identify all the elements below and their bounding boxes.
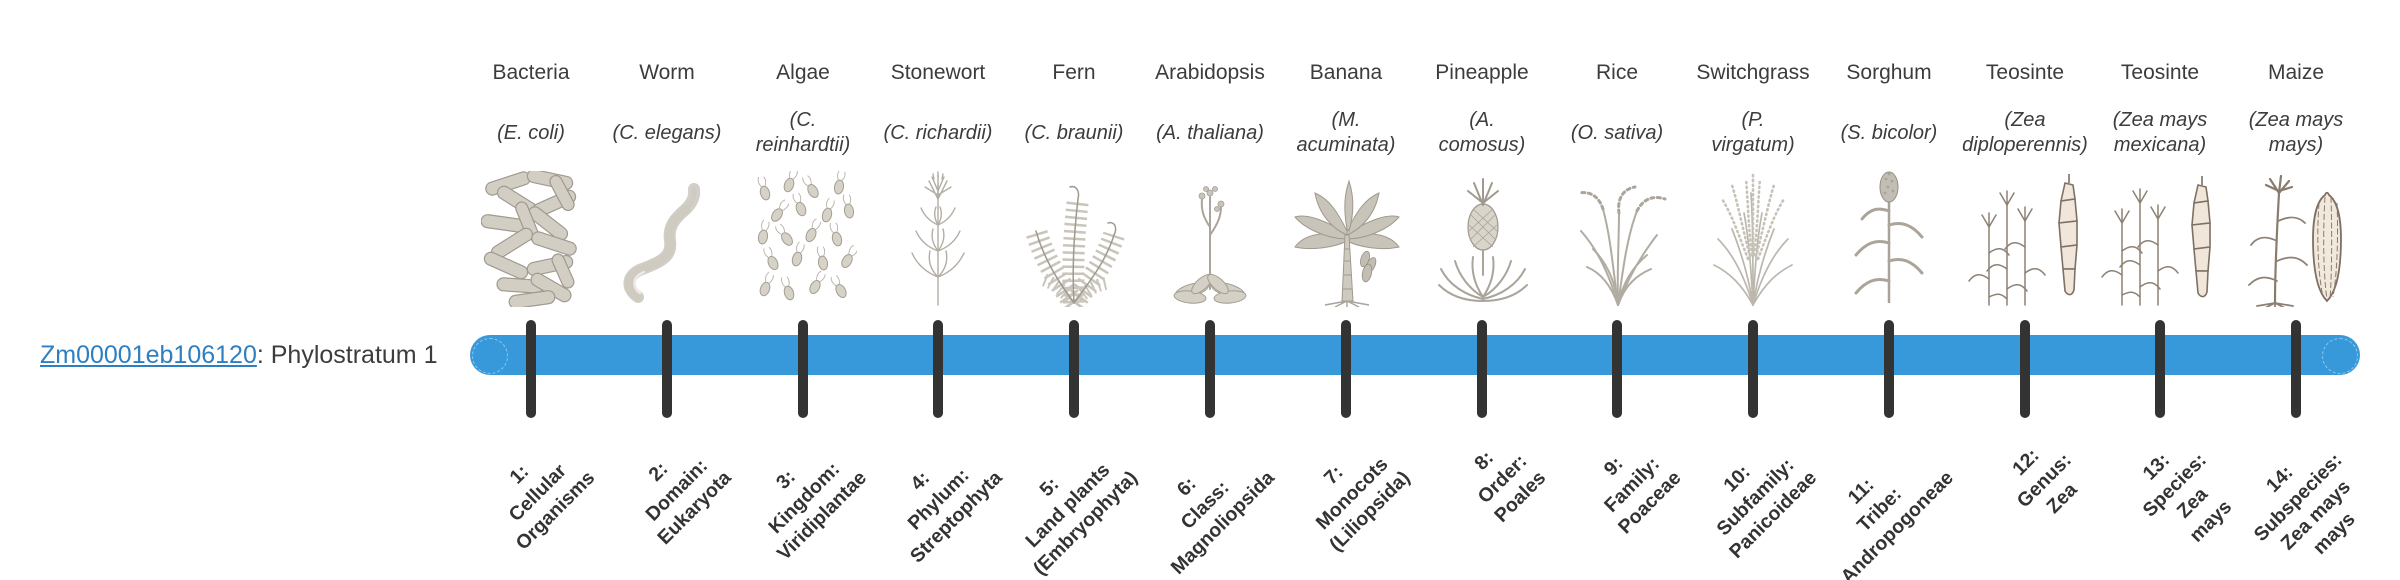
timeline-tick-2 bbox=[662, 320, 672, 418]
stratum-label-8: 8: Order: Poales bbox=[1470, 446, 1551, 528]
organism-name: Maize bbox=[2267, 61, 2325, 84]
organism-name: Switchgrass bbox=[1696, 61, 1810, 84]
stratum-label-7: 7: Monocots (Liliopsida) bbox=[1311, 453, 1415, 557]
organism-species: (P. virgatum) bbox=[1711, 109, 1795, 156]
organism-column-arabidopsis: Arabidopsis (A. thaliana) bbox=[1142, 0, 1279, 580]
stratum-label-11: 11: Tribe: Andropogoneae bbox=[1836, 467, 1958, 580]
timeline-tick-6 bbox=[1205, 320, 1215, 418]
organism-column-fern: Fern (C. braunii) bbox=[1006, 0, 1143, 580]
worm-image bbox=[579, 165, 755, 307]
organism-name: Teosinte bbox=[2120, 61, 2200, 84]
gene-label: Zm00001eb106120: Phylostratum 1 bbox=[40, 340, 438, 370]
timeline-tick-1 bbox=[526, 320, 536, 418]
organism-column-pineapple: Pineapple (A. comosus) bbox=[1414, 0, 1550, 580]
timeline-tick-3 bbox=[798, 320, 808, 418]
bar-right-cap bbox=[2322, 338, 2358, 374]
maize-image bbox=[2208, 165, 2384, 307]
organism-name: Algae bbox=[776, 61, 830, 84]
timeline-tick-10 bbox=[1748, 320, 1758, 418]
organism-name: Bacteria bbox=[492, 61, 570, 84]
stratum-label-9: 9: Family: Poaceae bbox=[1599, 452, 1686, 539]
stratum-label-1: 1: Cellular Organisms bbox=[504, 459, 600, 555]
stratum-label-4: 4: Phylum: Streptophyta bbox=[903, 464, 1007, 568]
organism-species: (M. acuminata) bbox=[1296, 109, 1396, 156]
gene-link[interactable]: Zm00001eb106120 bbox=[40, 341, 257, 369]
timeline-tick-8 bbox=[1477, 320, 1487, 418]
banana-image bbox=[1258, 165, 1434, 307]
organism-column-maize: Maize (Zea mays mays) bbox=[2228, 0, 2364, 580]
organism-name: Arabidopsis bbox=[1155, 61, 1265, 84]
timeline-tick-9 bbox=[1612, 320, 1622, 418]
organism-column-bacteria: Bacteria (E. coli) bbox=[463, 0, 600, 580]
organism-species: (Zea mays mexicana) bbox=[2112, 109, 2208, 156]
pineapple-image bbox=[1394, 165, 1570, 307]
stratum-label-5: 5: Land plants (Embryophyta) bbox=[1021, 458, 1143, 580]
arabidopsis-image bbox=[1122, 165, 1298, 307]
fern-image bbox=[986, 165, 1162, 307]
timeline-tick-11 bbox=[1884, 320, 1894, 418]
organism-column-banana: Banana (M. acuminata) bbox=[1278, 0, 1415, 580]
organism-column-stonewort: Stonewort (C. richardii) 4: Phylum: Stre… bbox=[870, 0, 1007, 580]
organism-species: (C. richardii) bbox=[883, 121, 993, 144]
sorghum-image bbox=[1801, 165, 1977, 307]
organism-column-rice: Rice (O. sativa) 9: Family: Poaceae bbox=[1549, 0, 1686, 580]
timeline-tick-14 bbox=[2291, 320, 2301, 418]
organism-species: (O. sativa) bbox=[1570, 121, 1664, 144]
organism-column-sorghum: Sorghum (S. bicolor) 11: Tribe: bbox=[1821, 0, 1957, 580]
organism-species: (A. thaliana) bbox=[1156, 121, 1264, 144]
organism-name: Sorghum bbox=[1846, 61, 1932, 84]
stratum-label-2: 2: Domain: Eukaryota bbox=[640, 454, 736, 550]
organism-name: Rice bbox=[1595, 61, 1638, 84]
timeline-tick-13 bbox=[2155, 320, 2165, 418]
phylostratum-bar bbox=[470, 335, 2360, 375]
organism-species: (Zea diploperennis) bbox=[1962, 109, 2088, 156]
organism-name: Stonewort bbox=[890, 61, 986, 84]
stratum-label-14: 14: Subspecies: Zea mays mays bbox=[2249, 448, 2360, 560]
organism-name: Pineapple bbox=[1435, 61, 1529, 84]
stratum-label-3: 3: Kingdom: Viridiplantae bbox=[764, 457, 872, 566]
teosinte-diploperennis-image bbox=[1937, 165, 2113, 307]
organism-name: Banana bbox=[1309, 61, 1383, 84]
timeline-tick-7 bbox=[1341, 320, 1351, 418]
organism-name: Fern bbox=[1052, 61, 1096, 84]
phylostratum-text: : Phylostratum 1 bbox=[256, 341, 438, 369]
stratum-label-10: 10: Subfamily: Panicoideae bbox=[1712, 453, 1822, 564]
organism-species: (C. elegans) bbox=[612, 121, 722, 144]
organism-column-teosinte-diploperennis: Teosinte (Zea diploperennis) bbox=[1957, 0, 2093, 580]
organism-species: (S. bicolor) bbox=[1840, 121, 1938, 144]
organism-species: (A. comosus) bbox=[1438, 109, 1526, 156]
organism-column-algae: Algae (C. reinhardtii) bbox=[735, 0, 872, 580]
organism-name: Teosinte bbox=[1985, 61, 2065, 84]
timeline-tick-12 bbox=[2020, 320, 2030, 418]
organism-column-switchgrass: Switchgrass (P. virgatum) 10 bbox=[1685, 0, 1821, 580]
timeline-tick-5 bbox=[1069, 320, 1079, 418]
organism-species: (C. reinhardtii) bbox=[755, 109, 851, 156]
organism-column-worm: Worm (C. elegans) 2: Domain: Eukaryota bbox=[599, 0, 736, 580]
bacteria-image bbox=[443, 165, 619, 307]
switchgrass-image bbox=[1665, 165, 1841, 307]
organism-species: (C. braunii) bbox=[1024, 121, 1124, 144]
stonewort-image bbox=[850, 165, 1026, 307]
rice-image bbox=[1529, 165, 1705, 307]
bar-left-cap bbox=[472, 338, 508, 374]
organism-species: (E. coli) bbox=[497, 121, 565, 144]
organism-species: (Zea mays mays) bbox=[2248, 109, 2344, 156]
stratum-label-12: 12: Genus: Zea bbox=[2007, 444, 2082, 519]
organism-name: Worm bbox=[639, 61, 695, 84]
organism-column-teosinte-mexicana: Teosinte (Zea mays mexicana) bbox=[2092, 0, 2236, 580]
teosinte-mexicana-image bbox=[2072, 165, 2248, 307]
timeline-tick-4 bbox=[933, 320, 943, 418]
stratum-label-6: 6: Class: Magnoliopsida bbox=[1166, 467, 1279, 580]
